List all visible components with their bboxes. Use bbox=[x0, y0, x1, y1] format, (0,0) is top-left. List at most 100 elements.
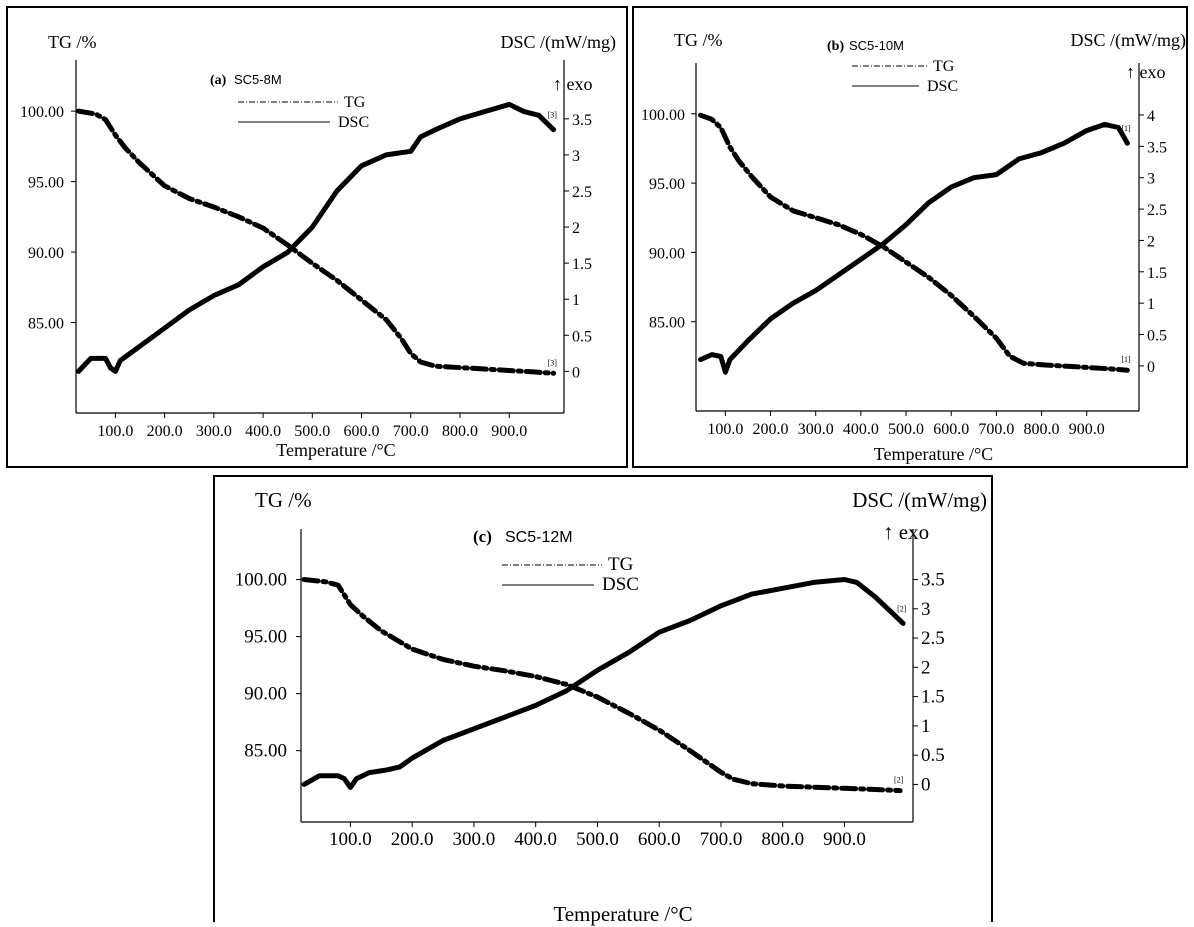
x-tick-label: 600.0 bbox=[344, 423, 380, 440]
y-left-axis-title: TG /% bbox=[674, 30, 723, 50]
y-right-axis-title: DSC /(mW/mg) bbox=[501, 32, 617, 53]
x-tick-label: 700.0 bbox=[978, 421, 1014, 438]
y-right-tick-label: 1 bbox=[1147, 296, 1155, 313]
y-right-tick-label: 1.5 bbox=[1147, 265, 1167, 282]
dsc-end-marker: [3] bbox=[548, 111, 558, 120]
series-tg-line bbox=[79, 111, 554, 373]
x-tick-label: 500.0 bbox=[576, 829, 619, 850]
x-tick-label: 300.0 bbox=[453, 829, 496, 850]
tg-end-marker: [1] bbox=[1121, 355, 1131, 364]
y-left-tick-label: 90.00 bbox=[28, 245, 64, 262]
legend-tg-label: TG bbox=[344, 94, 366, 111]
x-tick-label: 400.0 bbox=[514, 829, 557, 850]
y-right-tick-label: 2.5 bbox=[921, 628, 945, 649]
legend-dsc-label: DSC bbox=[602, 574, 639, 595]
x-tick-label: 200.0 bbox=[147, 423, 183, 440]
x-tick-label: 400.0 bbox=[843, 421, 879, 438]
x-axis-title: Temperature /°C bbox=[553, 902, 692, 926]
y-left-axis-title: TG /% bbox=[255, 488, 312, 512]
x-tick-label: 600.0 bbox=[638, 829, 681, 850]
y-left-tick-label: 100.00 bbox=[235, 570, 287, 591]
y-left-tick-label: 95.00 bbox=[28, 175, 64, 192]
y-right-tick-label: 1.5 bbox=[921, 687, 945, 708]
panel-letter-label: (b) bbox=[827, 39, 844, 54]
y-right-tick-label: 2 bbox=[572, 220, 580, 237]
legend-dsc-label: DSC bbox=[338, 114, 369, 131]
x-axis-title: Temperature /°C bbox=[276, 440, 395, 460]
y-right-tick-label: 3.5 bbox=[572, 112, 592, 129]
x-tick-label: 100.0 bbox=[329, 829, 372, 850]
y-left-tick-label: 85.00 bbox=[649, 315, 685, 332]
x-tick-label: 300.0 bbox=[196, 423, 232, 440]
y-left-tick-label: 90.00 bbox=[244, 684, 287, 705]
series-dsc-line bbox=[701, 124, 1128, 372]
x-tick-label: 900.0 bbox=[1069, 421, 1105, 438]
y-left-tick-label: 85.00 bbox=[28, 316, 64, 333]
y-right-tick-label: 2 bbox=[921, 657, 931, 678]
legend-tg-label: TG bbox=[933, 58, 955, 75]
series-tg-line bbox=[701, 115, 1128, 370]
x-tick-label: 100.0 bbox=[97, 423, 133, 440]
panel-letter-label: (c) bbox=[473, 527, 492, 546]
y-right-tick-label: 1.5 bbox=[572, 256, 592, 273]
x-tick-label: 800.0 bbox=[761, 829, 804, 850]
y-left-tick-label: 100.00 bbox=[20, 104, 64, 121]
y-left-tick-label: 100.00 bbox=[641, 107, 685, 124]
exo-label: ↑ exo bbox=[883, 520, 929, 544]
exo-label: ↑ exo bbox=[553, 74, 593, 94]
x-tick-label: 700.0 bbox=[393, 423, 429, 440]
y-left-tick-label: 95.00 bbox=[649, 176, 685, 193]
chart-a-svg: 100.0 200.0 300.0 400.0 500.0 600.0 700.0 800.0… bbox=[8, 8, 626, 466]
y-right-tick-label: 3 bbox=[921, 599, 931, 620]
dsc-end-marker: [2] bbox=[897, 604, 907, 613]
y-left-tick-label: 90.00 bbox=[649, 245, 685, 262]
sample-name-label: SC5-12M bbox=[505, 529, 573, 546]
y-left-tick-label: 85.00 bbox=[244, 741, 287, 762]
x-tick-label: 600.0 bbox=[933, 421, 969, 438]
y-right-axis-title: DSC /(mW/mg) bbox=[1071, 30, 1187, 51]
dsc-end-marker: [1] bbox=[1121, 124, 1131, 133]
series-dsc-line bbox=[304, 580, 903, 788]
x-tick-label: 700.0 bbox=[700, 829, 743, 850]
x-tick-label: 800.0 bbox=[442, 423, 478, 440]
y-right-tick-label: 0 bbox=[572, 364, 580, 381]
tg-end-marker: [3] bbox=[548, 358, 558, 367]
chart-panel-a: 100.0 200.0 300.0 400.0 500.0 600.0 700.0 800.0… bbox=[6, 6, 628, 468]
x-tick-label: 400.0 bbox=[245, 423, 281, 440]
y-right-tick-label: 3 bbox=[572, 148, 580, 165]
y-right-tick-label: 3.5 bbox=[921, 569, 945, 590]
x-tick-label: 800.0 bbox=[1024, 421, 1060, 438]
y-right-tick-label: 2.5 bbox=[1147, 202, 1167, 219]
y-left-tick-label: 95.00 bbox=[244, 627, 287, 648]
x-tick-label: 500.0 bbox=[888, 421, 924, 438]
y-right-tick-label: 1 bbox=[921, 716, 931, 737]
series-tg-line bbox=[304, 580, 900, 791]
x-tick-label: 500.0 bbox=[294, 423, 330, 440]
y-right-tick-label: 0 bbox=[1147, 359, 1155, 376]
x-tick-label: 900.0 bbox=[823, 829, 866, 850]
y-right-axis-title: DSC /(mW/mg) bbox=[852, 488, 987, 512]
tg-end-marker: [2] bbox=[894, 776, 904, 785]
sample-name-label: SC5-10M bbox=[849, 38, 904, 53]
y-left-axis-title: TG /% bbox=[48, 32, 97, 52]
legend-dsc-label: DSC bbox=[927, 78, 958, 95]
legend-tg-label: TG bbox=[608, 554, 634, 575]
y-right-tick-label: 3 bbox=[1147, 171, 1155, 188]
exo-label: ↑ exo bbox=[1126, 62, 1166, 82]
y-right-tick-label: 0.5 bbox=[921, 745, 945, 766]
x-tick-label: 900.0 bbox=[491, 423, 527, 440]
y-right-tick-label: 4 bbox=[1147, 108, 1155, 125]
x-tick-label: 200.0 bbox=[753, 421, 789, 438]
y-right-tick-label: 3.5 bbox=[1147, 139, 1167, 156]
y-right-tick-label: 0 bbox=[921, 774, 931, 795]
y-right-tick-label: 0.5 bbox=[1147, 328, 1167, 345]
panel-letter-label: (a) bbox=[210, 73, 227, 88]
y-right-tick-label: 2.5 bbox=[572, 184, 592, 201]
y-right-tick-label: 2 bbox=[1147, 233, 1155, 250]
sample-name-label: SC5-8M bbox=[234, 72, 282, 87]
y-right-tick-label: 0.5 bbox=[572, 328, 592, 345]
